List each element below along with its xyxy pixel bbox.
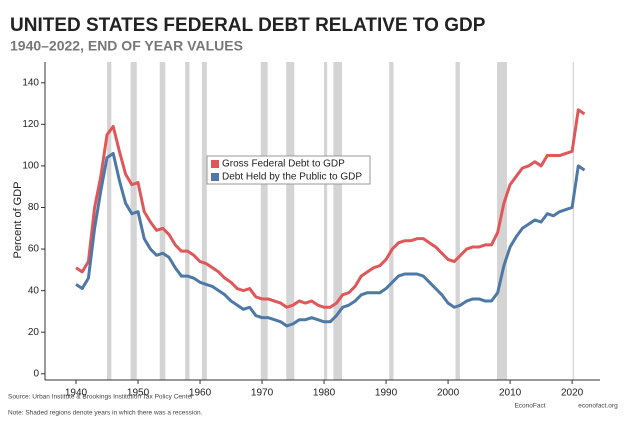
y-tick-label: 40 — [28, 285, 40, 296]
chart-title: UNITED STATES FEDERAL DEBT RELATIVE TO G… — [10, 15, 486, 36]
x-tick-label: 1980 — [313, 388, 336, 399]
y-tick-label: 140 — [22, 77, 39, 88]
recession-band — [572, 62, 574, 380]
chart-subtitle: 1940–2022, END OF YEAR VALUES — [10, 38, 243, 54]
recession-band — [455, 62, 460, 380]
brand: EconoFact — [514, 403, 545, 410]
recession-band — [389, 62, 394, 380]
site: econofact.org — [578, 403, 618, 410]
x-tick-label: 1970 — [251, 388, 274, 399]
series-line — [75, 108, 586, 309]
recession-band — [130, 62, 137, 380]
recession-band — [185, 62, 190, 380]
y-tick-label: 100 — [22, 161, 39, 172]
recession-band — [324, 62, 328, 380]
y-tick-label: 80 — [28, 202, 40, 213]
x-tick-label: 2000 — [437, 388, 460, 399]
recession-band — [286, 62, 295, 380]
recession-band — [201, 62, 207, 380]
y-tick-label: 20 — [28, 327, 40, 338]
x-tick-label: 2020 — [561, 388, 584, 399]
y-tick-label: 0 — [33, 368, 39, 379]
x-tick-label: 1940 — [65, 388, 88, 399]
series-line — [75, 151, 586, 328]
note: Note: Shaded regions denote years in whi… — [8, 410, 203, 417]
legend-box — [206, 155, 371, 185]
y-tick-label: 120 — [22, 119, 39, 130]
source: Source: Urban Institute & Brookings Inst… — [8, 394, 194, 401]
legend: Gross Federal Debt to GDP Debt Held by th… — [206, 155, 371, 185]
legend-swatch — [211, 173, 219, 181]
legend-swatch — [211, 160, 219, 168]
recession-band — [159, 62, 166, 380]
recession-band — [107, 62, 112, 380]
x-tick-label: 2010 — [499, 388, 522, 399]
y-tick-label: 60 — [28, 244, 40, 255]
y-axis-label: Percent of GDP — [12, 181, 24, 258]
recession-band — [260, 62, 268, 380]
legend-label: Debt Held by the Public to GDP — [222, 172, 362, 183]
x-tick-label: 1960 — [189, 388, 212, 399]
legend-label: Gross Federal Debt to GDP — [222, 159, 345, 170]
recession-band — [497, 62, 507, 380]
x-tick-label: 1950 — [127, 388, 150, 399]
recession-band — [333, 62, 343, 380]
x-tick-label: 1990 — [375, 388, 398, 399]
